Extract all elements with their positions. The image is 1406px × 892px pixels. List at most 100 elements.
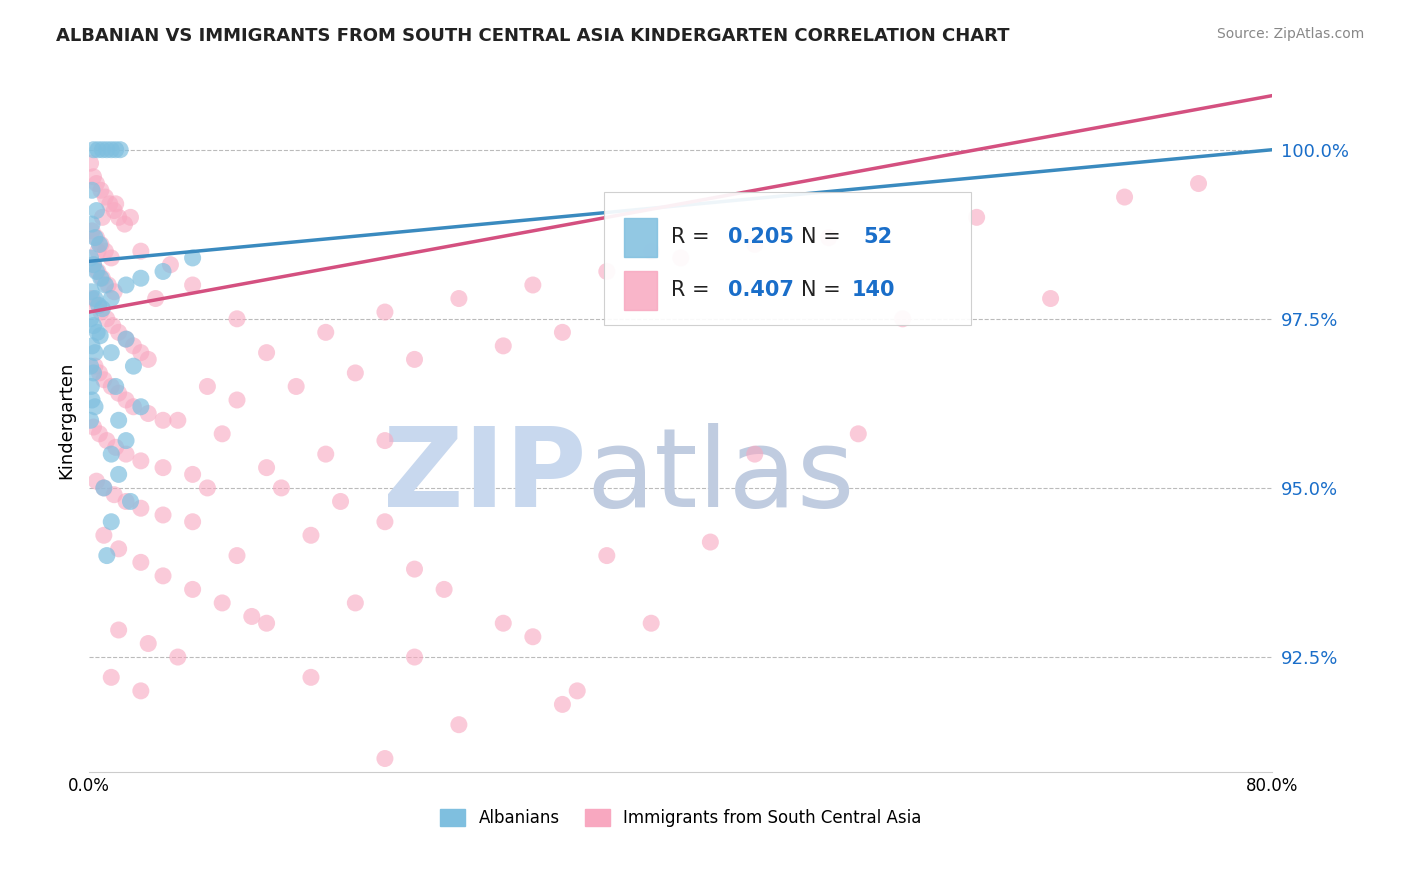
Point — [374, 515, 396, 529]
Point — [1039, 292, 1062, 306]
Point — [166, 413, 188, 427]
Point — [120, 494, 142, 508]
Point — [100, 447, 122, 461]
Point — [84, 230, 107, 244]
Y-axis label: Kindergarten: Kindergarten — [58, 361, 75, 479]
Point — [136, 636, 159, 650]
Point — [1114, 190, 1136, 204]
Point — [86, 326, 108, 340]
Legend: Albanians, Immigrants from South Central Asia: Albanians, Immigrants from South Central… — [433, 803, 928, 834]
Text: ALBANIAN VS IMMIGRANTS FROM SOUTH CENTRAL ASIA KINDERGARTEN CORRELATION CHART: ALBANIAN VS IMMIGRANTS FROM SOUTH CENTRA… — [56, 27, 1010, 45]
Point — [129, 244, 152, 259]
Point — [270, 481, 292, 495]
Point — [129, 271, 152, 285]
Point — [91, 211, 114, 225]
Point — [86, 264, 108, 278]
Point — [79, 251, 101, 265]
Point — [90, 183, 112, 197]
Point — [129, 345, 152, 359]
Point — [93, 481, 115, 495]
Point — [120, 211, 142, 225]
Point — [83, 366, 105, 380]
Point — [104, 441, 127, 455]
Point — [80, 392, 103, 407]
Point — [89, 328, 111, 343]
Point — [329, 494, 352, 508]
Point — [256, 460, 278, 475]
Point — [86, 177, 108, 191]
Text: R =: R = — [671, 227, 717, 247]
Text: Source: ZipAtlas.com: Source: ZipAtlas.com — [1216, 27, 1364, 41]
Point — [374, 305, 396, 319]
Point — [344, 366, 367, 380]
Point — [86, 230, 108, 244]
Point — [103, 488, 125, 502]
Point — [315, 326, 337, 340]
FancyBboxPatch shape — [603, 192, 970, 326]
Point — [226, 311, 249, 326]
Point — [744, 447, 766, 461]
Point — [181, 515, 204, 529]
Point — [87, 143, 110, 157]
Text: atlas: atlas — [586, 423, 855, 530]
Text: 0.205: 0.205 — [728, 227, 794, 247]
Point — [86, 203, 108, 218]
Point — [80, 217, 103, 231]
Point — [136, 407, 159, 421]
Point — [79, 156, 101, 170]
Point — [89, 366, 111, 380]
Point — [129, 501, 152, 516]
Point — [84, 400, 107, 414]
Point — [94, 244, 117, 259]
Point — [152, 508, 174, 522]
Point — [640, 244, 662, 259]
Point — [226, 549, 249, 563]
Point — [90, 271, 112, 285]
Point — [80, 292, 103, 306]
Point — [433, 582, 456, 597]
Point — [152, 460, 174, 475]
Point — [115, 392, 138, 407]
Point — [86, 474, 108, 488]
Point — [83, 169, 105, 184]
Point — [80, 183, 103, 197]
Point — [90, 237, 112, 252]
Point — [181, 277, 204, 292]
Point — [79, 359, 101, 374]
Point — [91, 143, 114, 157]
Point — [80, 339, 103, 353]
Point — [285, 379, 308, 393]
Point — [181, 582, 204, 597]
Point — [104, 143, 127, 157]
Point — [115, 447, 138, 461]
Point — [129, 400, 152, 414]
Point — [84, 292, 107, 306]
Point — [299, 670, 322, 684]
Bar — [624, 271, 657, 310]
Point — [211, 426, 233, 441]
Point — [103, 203, 125, 218]
Point — [87, 244, 110, 259]
Point — [80, 224, 103, 238]
Point — [596, 549, 619, 563]
Point — [551, 698, 574, 712]
Point — [966, 211, 988, 225]
Point — [104, 196, 127, 211]
Point — [492, 339, 515, 353]
Point — [1187, 177, 1209, 191]
Point — [404, 352, 426, 367]
Point — [83, 258, 105, 272]
Point — [197, 481, 219, 495]
Text: N =: N = — [801, 227, 848, 247]
Point — [80, 285, 103, 299]
Bar — [624, 219, 657, 257]
Text: ZIP: ZIP — [382, 423, 586, 530]
Point — [93, 373, 115, 387]
Point — [107, 326, 129, 340]
Point — [181, 251, 204, 265]
Point — [404, 562, 426, 576]
Point — [79, 311, 101, 326]
Point — [101, 318, 124, 333]
Point — [136, 352, 159, 367]
Point — [122, 339, 145, 353]
